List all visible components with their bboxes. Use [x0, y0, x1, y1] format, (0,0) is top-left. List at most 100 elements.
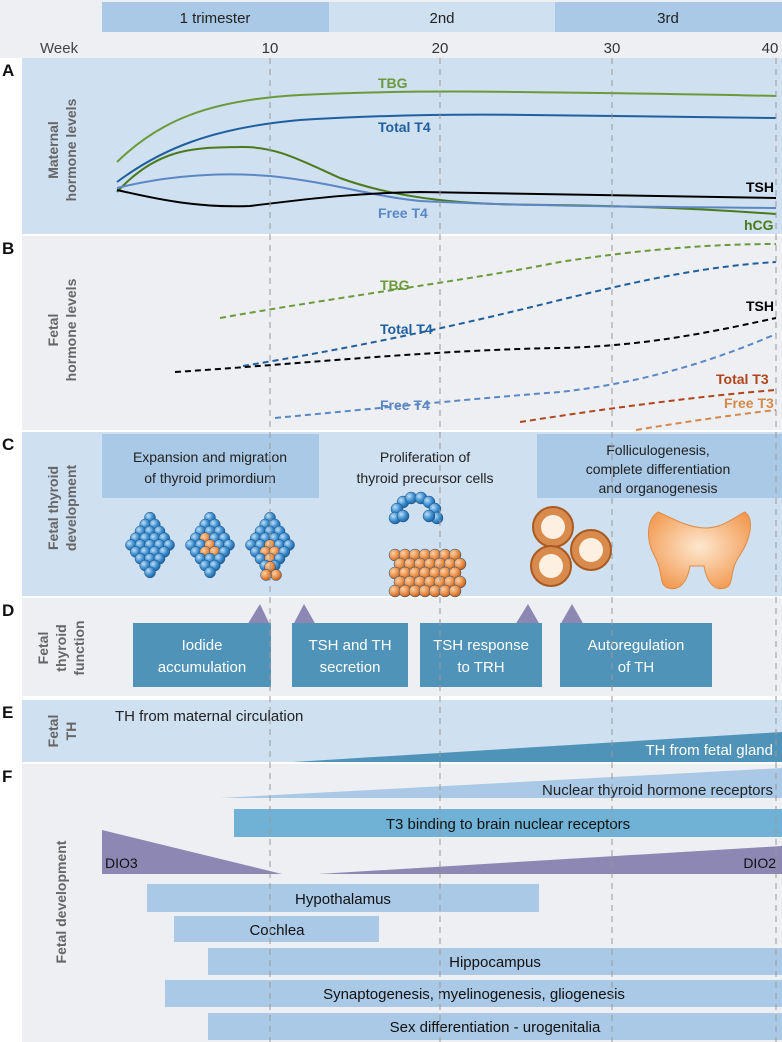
panel-b-label-line1: Fetal — [45, 314, 61, 347]
dio3-wedge — [102, 830, 282, 874]
th-fetal-gland-wedge — [293, 732, 782, 762]
panel-d-label-line2: thyroid — [53, 624, 69, 671]
panel-b-total-t4-label: Total T4 — [380, 321, 433, 337]
function-box-tsh-th-line1: TSH and TH — [308, 637, 391, 654]
marker-triangle-2 — [293, 604, 316, 625]
th-maternal-circulation-label: TH from maternal circulation — [115, 708, 303, 725]
week-tick-30: 30 — [604, 40, 621, 57]
panel-d-letter: D — [2, 601, 14, 620]
t3-binding-label: T3 binding to brain nuclear receptors — [386, 816, 630, 833]
panel-d-label-line3: function — [71, 620, 87, 675]
panel-b-free-t4-curve — [274, 333, 777, 419]
panel-b-tsh-label: TSH — [746, 298, 774, 314]
panel-b-total-t3-label: Total T3 — [716, 371, 769, 387]
panel-a-tsh-curve — [116, 189, 777, 208]
panel-f-letter: F — [2, 767, 12, 786]
function-box-tsh-th-line2: secretion — [320, 659, 381, 676]
panel-c-letter: C — [2, 435, 14, 454]
trimester-1-bar — [102, 2, 329, 32]
function-box-autoregulation-line1: Autoregulation — [588, 637, 685, 654]
panel-b-background — [22, 236, 782, 430]
panel-b-tbg-label: TBG — [380, 277, 410, 293]
function-box-tsh-trh-line1: TSH response — [433, 637, 529, 654]
panel-a-hcg-label: hCG — [744, 217, 774, 233]
panel-a-tbg-label: TBG — [378, 75, 408, 91]
panel-c-stage-1-box — [102, 434, 319, 498]
panel-c-label-line1: Fetal thyroid — [45, 466, 61, 550]
function-box-iodide — [133, 623, 271, 687]
panel-b-total-t4-curve — [242, 261, 777, 367]
panel-c-stage-3-box — [537, 434, 782, 498]
cochlea-bar — [174, 916, 379, 942]
marker-triangle-4 — [560, 604, 584, 625]
sex-differentiation-bar — [208, 1013, 782, 1040]
nuclear-receptors-wedge — [220, 768, 782, 798]
panel-a-total-t4-label: Total T4 — [378, 119, 431, 135]
marker-triangle-1 — [247, 604, 270, 625]
cell — [270, 569, 282, 581]
panel-c-stage-3-line2: complete differentiation — [586, 461, 731, 477]
function-box-tsh-trh-line2: to TRH — [457, 659, 504, 676]
panel-b-label-line2: hormone levels — [63, 278, 79, 381]
thyroid-follicles-illustration — [530, 506, 612, 587]
panel-c-stage-3-line3: and organogenesis — [598, 480, 717, 496]
panel-b-free-t3-label: Free T3 — [724, 395, 774, 411]
cell — [204, 566, 216, 579]
panel-e-letter: E — [2, 703, 13, 722]
function-box-tsh-th — [292, 623, 408, 687]
hypothalamus-bar — [147, 884, 539, 912]
panel-b-tsh-curve — [174, 317, 777, 373]
hippocampus-label: Hippocampus — [449, 954, 541, 971]
cell — [448, 584, 462, 598]
hippocampus-bar — [208, 948, 782, 975]
week-axis-label: Week — [40, 40, 79, 57]
panel-b-free-t4-label: Free T4 — [380, 397, 430, 413]
panel-c-stage-2-line1: Proliferation of — [380, 449, 470, 465]
trimester-2-label: 2nd — [429, 10, 454, 27]
function-box-tsh-trh — [420, 623, 542, 687]
panel-b-total-t3-curve — [519, 389, 777, 423]
hypothalamus-label: Hypothalamus — [295, 891, 391, 908]
synaptogenesis-bar — [165, 980, 782, 1007]
t3-binding-bar — [234, 809, 782, 837]
trimester-2-bar — [329, 2, 555, 32]
synaptogenesis-label: Synaptogenesis, myelinogenesis, gliogene… — [323, 986, 625, 1003]
panel-a-background — [22, 58, 782, 234]
week-tick-10: 10 — [262, 40, 279, 57]
nuclear-receptors-label: Nuclear thyroid hormone receptors — [542, 782, 773, 799]
trimester-3-bar — [555, 2, 782, 32]
panel-a-total-t4-curve — [116, 113, 777, 183]
panel-a-free-t4-curve — [116, 173, 777, 209]
panel-d-markers — [247, 604, 584, 625]
dio2-wedge — [318, 846, 782, 874]
panel-e-label-line2: TH — [63, 722, 79, 741]
cell — [260, 569, 272, 581]
dio3-label: DIO3 — [105, 855, 138, 871]
function-box-autoregulation-line2: of TH — [618, 659, 654, 676]
trimester-3-label: 3rd — [657, 10, 679, 27]
dio2-label: DIO2 — [743, 855, 776, 871]
panel-c-stage-1-line2: of thyroid primordium — [144, 470, 276, 486]
thyroid-primordium-cluster-1 — [125, 511, 175, 579]
panel-d-label-line1: Fetal — [35, 632, 51, 665]
cell — [396, 509, 410, 523]
week-tick-40: 40 — [762, 40, 779, 57]
week-tick-20: 20 — [432, 40, 449, 57]
panel-b-letter: B — [2, 239, 14, 258]
cell — [144, 566, 156, 579]
marker-triangle-3 — [515, 604, 540, 625]
function-box-autoregulation — [560, 623, 712, 687]
panel-c-stage-3-line1: Folliculogenesis, — [606, 442, 710, 458]
panel-a-label-line1: Maternal — [45, 121, 61, 179]
trimester-1-label: 1 trimester — [180, 10, 251, 27]
panel-a-label-line2: hormone levels — [63, 98, 79, 201]
cell — [422, 509, 436, 523]
panel-a-tsh-label: TSH — [746, 179, 774, 195]
function-box-iodide-line1: Iodide — [182, 637, 223, 654]
sex-differentiation-label: Sex differentiation - urogenitalia — [390, 1019, 601, 1036]
thyroid-gland-illustration — [648, 511, 751, 590]
panel-a-tbg-curve — [116, 90, 777, 163]
panel-c-stage-1-line1: Expansion and migration — [133, 449, 287, 465]
panel-e-label-line1: Fetal — [45, 715, 61, 748]
